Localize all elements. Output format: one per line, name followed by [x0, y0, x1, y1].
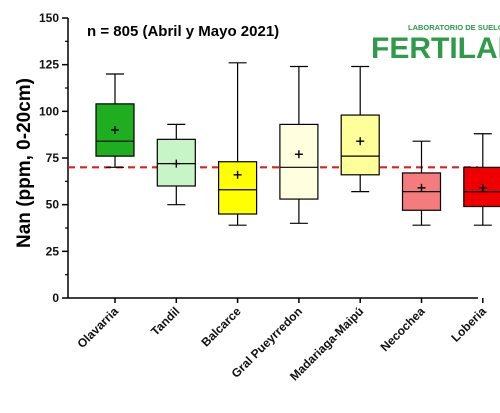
- iqr-box: [218, 161, 258, 215]
- iqr-box: [463, 166, 500, 208]
- y-tick-label: 25: [46, 244, 60, 258]
- axes: 0 25 50 75 100 125 150: [39, 11, 484, 305]
- x-tick-label: Loberia: [448, 304, 489, 345]
- y-tick-label: 50: [46, 198, 60, 212]
- box-loberia: [463, 133, 500, 226]
- box-olavarria: [95, 73, 135, 168]
- box-balcarce: [218, 62, 258, 226]
- y-tick-label: 150: [39, 11, 59, 25]
- iqr-box: [95, 103, 135, 157]
- fertilab-logo: LABORATORIO DE SUELOS FERTILAB: [371, 23, 500, 65]
- box-necochea: [401, 140, 442, 226]
- x-tick-label: Necochea: [378, 304, 428, 354]
- logo-title: FERTILAB: [371, 32, 500, 65]
- box-tandil: [156, 123, 196, 206]
- logo-subtitle: LABORATORIO DE SUELOS: [408, 23, 500, 32]
- y-tick-label: 125: [39, 58, 59, 72]
- box-madariaga-maip-: [340, 65, 380, 193]
- y-tick-label: 0: [52, 291, 59, 305]
- y-tick-label: 75: [46, 151, 60, 165]
- x-tick-label: Balcarce: [198, 304, 244, 350]
- x-tick-label: Olavarria: [74, 304, 121, 351]
- iqr-box: [279, 123, 319, 200]
- y-axis-label: Nan (ppm, 0-20cm): [14, 78, 35, 248]
- x-tick-label: Tandil: [148, 304, 182, 338]
- sample-size-annotation: n = 805 (Abril y Mayo 2021): [87, 23, 279, 40]
- box-gral-pueyrredon: [279, 65, 319, 224]
- y-tick-label: 100: [39, 104, 59, 118]
- boxes-group: [95, 62, 500, 226]
